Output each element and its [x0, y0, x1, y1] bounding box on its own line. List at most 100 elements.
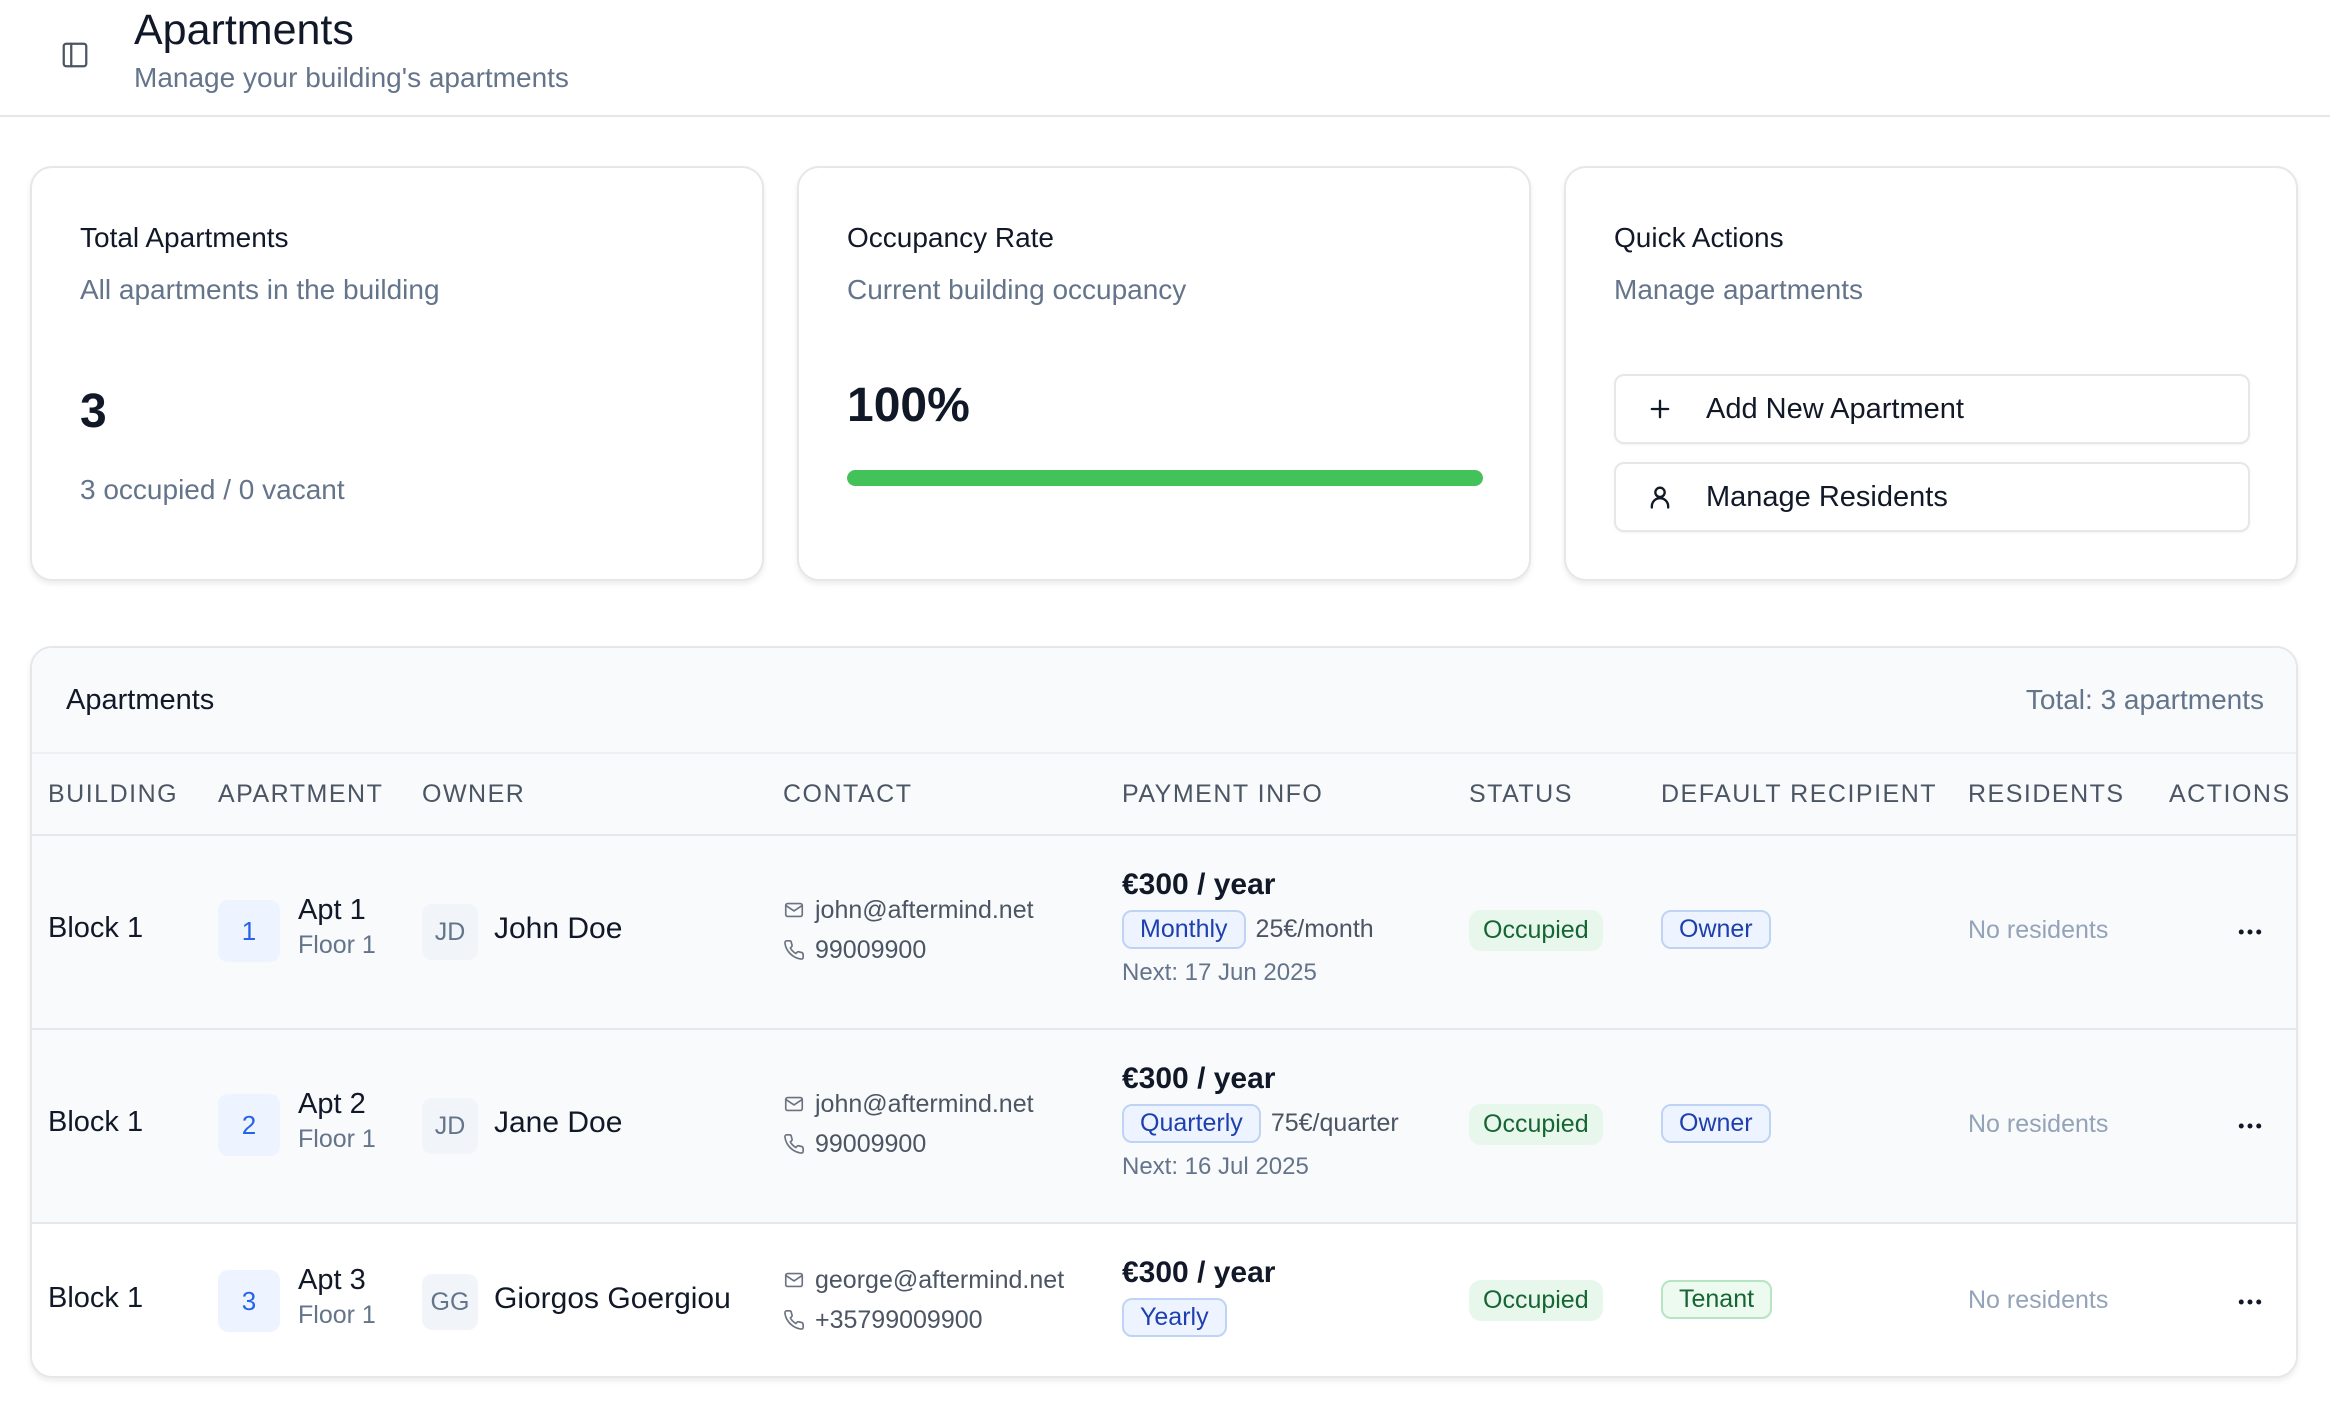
table-header-bar: Apartments Total: 3 apartments	[32, 648, 2296, 754]
more-horizontal-icon	[2238, 929, 2262, 935]
owner-name: John Doe	[494, 912, 623, 945]
next-payment-date: Next: 17 Jun 2025	[1122, 959, 1317, 986]
payment-amount: €300 / year	[1122, 1062, 1276, 1095]
phone-line: 99009900	[783, 1124, 1034, 1164]
apartment-name: Apt 3	[298, 1264, 366, 1296]
table-row[interactable]: Block 1 2 Apt 2 Floor 1 JD Jane Doe john…	[32, 1030, 2296, 1224]
owner-avatar: JD	[422, 904, 478, 960]
mail-icon	[784, 902, 804, 918]
manage-residents-button[interactable]: Manage Residents	[1614, 462, 2250, 532]
sidebar-panel-icon[interactable]	[54, 34, 96, 76]
apartment-info: Apt 1 Floor 1	[298, 894, 376, 960]
table-total-count: Total: 3 apartments	[2025, 684, 2264, 715]
residents-empty: No residents	[1968, 1110, 2109, 1138]
contact-info: john@aftermind.net 99009900	[783, 1084, 1034, 1164]
apartment-floor: Floor 1	[298, 1125, 376, 1153]
phone-icon	[784, 1310, 804, 1330]
apartment-number-badge: 2	[218, 1094, 280, 1156]
table-column-headers: BUILDING APARTMENT OWNER CONTACT PAYMENT…	[32, 754, 2296, 836]
owner-email[interactable]: john@aftermind.net	[815, 895, 1034, 924]
residents-empty: No residents	[1968, 1286, 2109, 1314]
payment-frequency-badge: Yearly	[1122, 1298, 1227, 1337]
residents-empty: No residents	[1968, 916, 2109, 944]
contact-info: george@aftermind.net +35799009900	[783, 1260, 1064, 1340]
occupied-vacant-summary: 3 occupied / 0 vacant	[80, 474, 345, 505]
email-line: john@aftermind.net	[783, 1084, 1034, 1124]
phone-icon	[784, 1134, 804, 1154]
table-row[interactable]: Block 1 1 Apt 1 Floor 1 JD John Doe john…	[32, 836, 2296, 1030]
column-header-apartment: APARTMENT	[218, 780, 384, 808]
card-description: Manage apartments	[1614, 274, 1864, 305]
owner-email[interactable]: george@aftermind.net	[815, 1265, 1065, 1294]
payment-frequency-amount: 75€/quarter	[1270, 1109, 1399, 1137]
apartment-floor: Floor 1	[298, 1301, 376, 1329]
page-title: Apartments	[134, 6, 354, 54]
mail-icon	[784, 1272, 804, 1288]
card-description: Current building occupancy	[847, 274, 1187, 305]
page-header: Apartments Manage your building's apartm…	[0, 0, 2330, 117]
status-badge: Occupied	[1469, 910, 1603, 951]
payment-amount: €300 / year	[1122, 1256, 1276, 1289]
column-header-contact: CONTACT	[783, 780, 913, 808]
apartment-info: Apt 2 Floor 1	[298, 1088, 376, 1154]
plus-icon	[1642, 391, 1678, 427]
page-subtitle: Manage your building's apartments	[134, 62, 569, 93]
column-header-building: BUILDING	[48, 780, 179, 808]
occupancy-progress-bar	[847, 470, 1483, 486]
phone-line: +35799009900	[783, 1300, 1064, 1340]
column-header-owner: OWNER	[422, 780, 526, 808]
payment-frequency-row: Yearly	[1122, 1298, 1275, 1337]
column-header-payment-info: PAYMENT INFO	[1122, 780, 1324, 808]
row-actions-button[interactable]	[2228, 1280, 2272, 1324]
column-header-default-recipient: DEFAULT RECIPIENT	[1661, 780, 1938, 808]
payment-frequency-row: Quarterly 75€/quarter	[1122, 1104, 1399, 1143]
total-apartments-card: Total Apartments All apartments in the b…	[30, 166, 764, 581]
status-badge: Occupied	[1469, 1280, 1603, 1321]
status-badge: Occupied	[1469, 1104, 1603, 1145]
payment-amount: €300 / year	[1122, 868, 1276, 901]
default-recipient-badge: Owner	[1661, 910, 1771, 949]
user-icon	[1642, 479, 1678, 515]
occupancy-rate-value: 100%	[847, 379, 970, 432]
building-name: Block 1	[48, 912, 144, 944]
apartment-floor: Floor 1	[298, 931, 376, 959]
card-title: Occupancy Rate	[847, 222, 1054, 253]
apartments-table-card: Apartments Total: 3 apartments BUILDING …	[30, 646, 2298, 1378]
more-horizontal-icon	[2238, 1123, 2262, 1129]
quick-actions-card: Quick Actions Manage apartments Add New …	[1564, 166, 2298, 581]
owner-name: Giorgos Goergiou	[494, 1282, 731, 1315]
next-payment-date: Next: 16 Jul 2025	[1122, 1153, 1309, 1180]
apartment-name: Apt 2	[298, 1088, 366, 1120]
manage-residents-label: Manage Residents	[1706, 480, 1948, 513]
owner-phone: 99009900	[815, 935, 927, 964]
apartment-number-badge: 1	[218, 900, 280, 962]
payment-info: €300 / year Monthly 25€/month Next: 17 J…	[1122, 868, 1374, 987]
card-title: Total Apartments	[80, 222, 289, 253]
default-recipient-badge: Owner	[1661, 1104, 1771, 1143]
table-row[interactable]: Block 1 3 Apt 3 Floor 1 GG Giorgos Goerg…	[32, 1224, 2296, 1376]
mail-icon	[784, 1096, 804, 1112]
owner-email[interactable]: john@aftermind.net	[815, 1089, 1034, 1118]
building-name: Block 1	[48, 1282, 144, 1314]
occupancy-rate-card: Occupancy Rate Current building occupanc…	[797, 166, 1531, 581]
payment-frequency-badge: Monthly	[1122, 910, 1246, 949]
phone-line: 99009900	[783, 930, 1034, 970]
owner-avatar: GG	[422, 1274, 478, 1330]
default-recipient-badge: Tenant	[1661, 1280, 1773, 1319]
apartment-number-badge: 3	[218, 1270, 280, 1332]
contact-info: john@aftermind.net 99009900	[783, 890, 1034, 970]
total-apartments-value: 3	[80, 385, 107, 438]
apartment-info: Apt 3 Floor 1	[298, 1264, 376, 1330]
row-actions-button[interactable]	[2228, 1104, 2272, 1148]
occupancy-progress-fill	[847, 470, 1483, 486]
column-header-status: STATUS	[1469, 780, 1573, 808]
payment-frequency-row: Monthly 25€/month	[1122, 910, 1374, 949]
row-actions-button[interactable]	[2228, 910, 2272, 954]
add-new-apartment-button[interactable]: Add New Apartment	[1614, 374, 2250, 444]
card-title: Quick Actions	[1614, 222, 1784, 253]
payment-frequency-amount: 25€/month	[1255, 915, 1374, 943]
email-line: john@aftermind.net	[783, 890, 1034, 930]
email-line: george@aftermind.net	[783, 1260, 1064, 1300]
payment-info: €300 / year Yearly	[1122, 1256, 1275, 1337]
owner-avatar: JD	[422, 1098, 478, 1154]
